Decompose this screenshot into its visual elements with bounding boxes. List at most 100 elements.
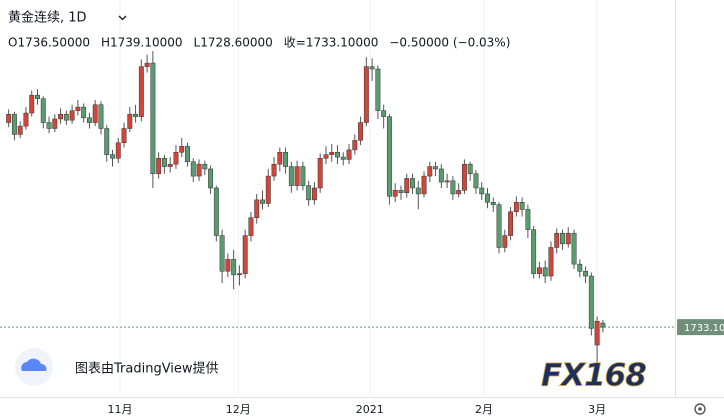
candle-body: [473, 173, 479, 189]
candle-body: [375, 68, 381, 111]
candle-body: [542, 267, 548, 277]
candle-body: [427, 166, 433, 177]
candle-body: [231, 259, 237, 276]
candle-body: [340, 156, 346, 160]
candle-body: [40, 98, 46, 123]
settings-icon[interactable]: [694, 403, 706, 415]
candle-body: [508, 211, 514, 236]
candle-body: [104, 128, 110, 155]
candle-body: [46, 122, 52, 129]
x-tick-label: 12月: [226, 403, 251, 416]
candle-body: [317, 157, 323, 189]
candle-body: [179, 146, 185, 153]
candle-body: [271, 163, 277, 177]
candle-body: [461, 163, 467, 191]
candle-body: [196, 163, 202, 177]
candle-body: [346, 149, 352, 160]
last-price-label: 1733.10: [684, 323, 724, 334]
candle-body: [369, 66, 375, 70]
candle-body: [75, 106, 81, 111]
ohlc-value: L1728.60000: [194, 36, 273, 50]
candle-body: [479, 187, 485, 195]
plot-area: [0, 0, 675, 395]
candle-body: [329, 152, 335, 155]
candle-body: [410, 178, 415, 189]
candle-body: [554, 232, 560, 248]
ohlc-value: −0.50000 (−0.03%): [389, 36, 510, 50]
candle-body: [496, 204, 502, 248]
candle-body: [185, 146, 190, 163]
candle-body: [415, 187, 421, 195]
candle-body: [161, 157, 167, 167]
candle-body: [421, 175, 427, 195]
candle-body: [467, 163, 473, 174]
candle-body: [536, 267, 542, 274]
ohlc-legend: O1736.50000 H1739.10000 L1728.60000 收=1733.…: [8, 36, 510, 50]
x-tick-label: 11月: [108, 403, 133, 416]
candle-body: [202, 163, 208, 170]
candle-body: [571, 232, 577, 265]
candle-body: [323, 154, 329, 159]
candle-body: [265, 175, 271, 204]
candle-body: [450, 180, 456, 195]
ohlc-value: H1739.10000: [101, 36, 183, 50]
candle-body: [92, 104, 98, 123]
candle-body: [248, 217, 254, 236]
candle-body: [11, 113, 17, 135]
candle-body: [300, 166, 306, 186]
candle-body: [288, 166, 294, 186]
candle-body: [548, 247, 554, 277]
candle-body: [58, 113, 64, 120]
candle-body: [242, 235, 248, 274]
candle-body: [283, 152, 289, 167]
candle-body: [335, 152, 340, 158]
candle-body: [456, 190, 462, 195]
gear: [694, 403, 706, 415]
candle-body: [225, 259, 231, 272]
candle-body: [213, 187, 219, 236]
candle-body: [519, 202, 525, 210]
candle-body: [190, 161, 196, 177]
candle-body: [525, 209, 531, 230]
dropdown-chevron[interactable]: [118, 15, 127, 21]
symbol-title[interactable]: 黄金连续, 1D: [8, 10, 87, 26]
candle-body: [127, 113, 133, 129]
candle-body: [219, 235, 225, 272]
candle-body: [29, 94, 35, 114]
candle-body: [565, 232, 571, 245]
fx168-logo: FX168: [541, 358, 646, 394]
x-tick-label: 2021: [356, 403, 384, 416]
attribution-text: 图表由TradingView提供: [75, 361, 219, 377]
candle-body: [23, 112, 29, 127]
candle-body: [358, 122, 364, 141]
candle-body: [490, 202, 496, 205]
candle-body: [6, 113, 12, 123]
tradingview-attribution[interactable]: 图表由TradingView提供: [15, 348, 219, 386]
ohlc-value: O1736.50000: [8, 36, 90, 50]
candle-body: [583, 271, 589, 277]
candle-body: [594, 320, 600, 346]
candle-body: [260, 199, 265, 204]
candle-body: [386, 116, 392, 197]
candle-body: [392, 190, 398, 197]
candle-body: [133, 113, 139, 117]
candle-body: [110, 154, 115, 159]
x-tick-label: 2月: [475, 403, 493, 416]
candle-body: [485, 193, 490, 203]
tv-logo-cloud: [21, 358, 47, 371]
candle-body: [156, 157, 162, 174]
candle-body: [52, 118, 58, 129]
candle-body: [560, 232, 565, 245]
gear-hub: [698, 407, 702, 411]
candle-body: [588, 275, 594, 329]
candle-body: [577, 263, 583, 272]
candle-body: [433, 166, 439, 170]
candle-body: [138, 66, 144, 117]
candle-body: [63, 113, 69, 121]
candle-body: [115, 142, 121, 159]
candle-body: [294, 166, 300, 186]
candle-body: [17, 125, 23, 135]
candle-body: [144, 62, 150, 67]
